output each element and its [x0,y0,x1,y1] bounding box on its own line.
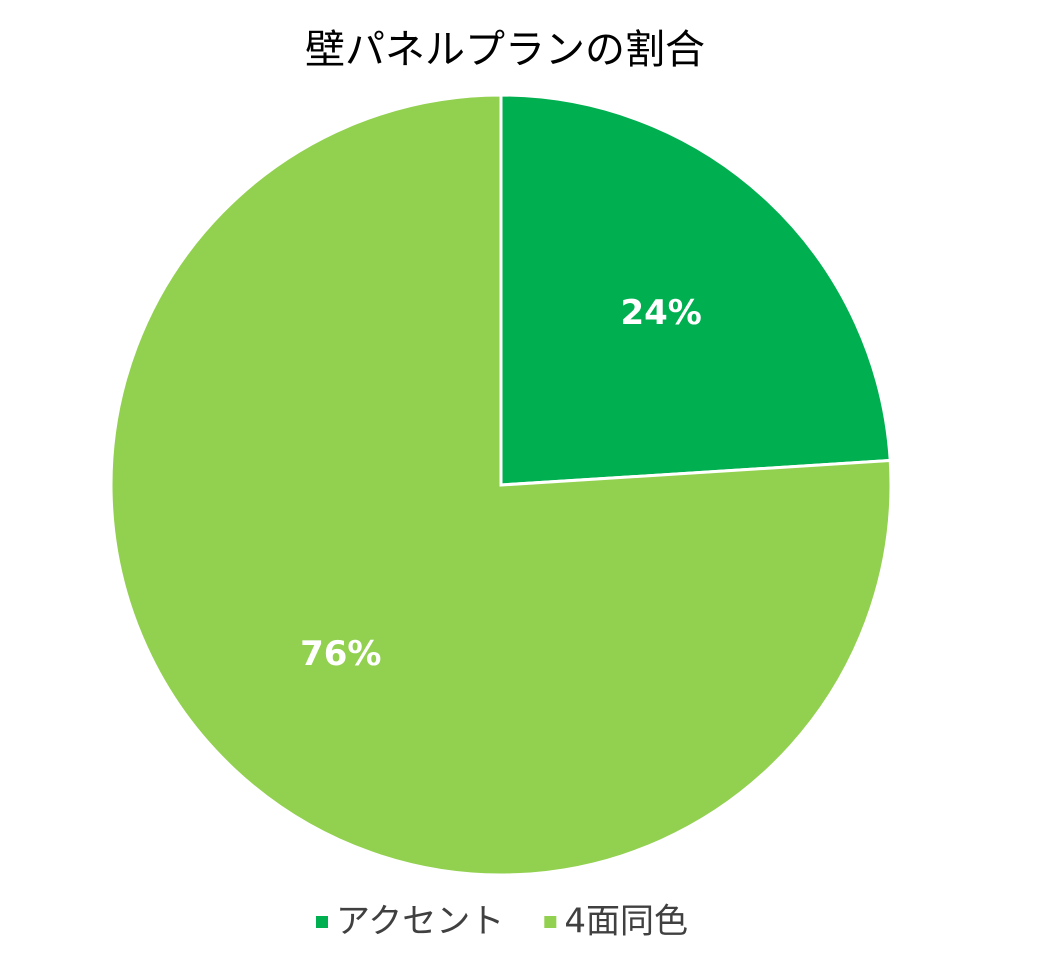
legend-marker [544,916,557,928]
pie-slice [109,93,893,877]
data-label: 24% [620,293,701,333]
data-label: 76% [300,634,381,674]
chart-title: 壁パネルプランの割合 [305,27,705,73]
legend-marker [316,916,328,928]
legend-label: 4面同色 [564,902,688,942]
pie-slice [499,93,892,487]
legend-label: アクセント [336,902,504,942]
